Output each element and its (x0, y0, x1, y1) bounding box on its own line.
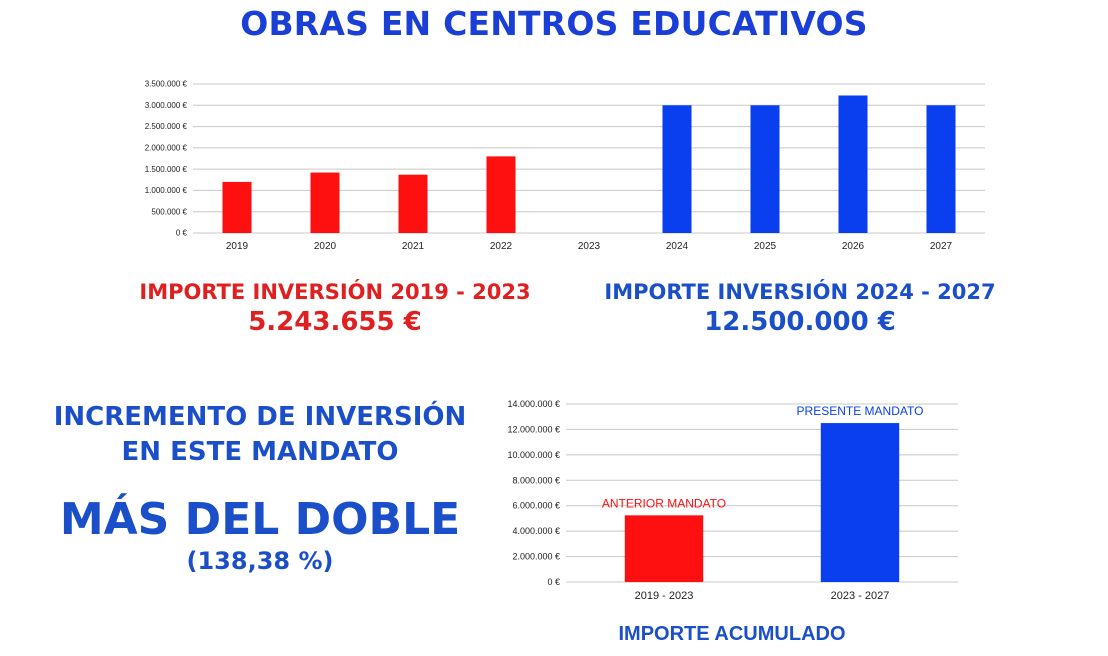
y-tick-label: 4.000.000 € (512, 526, 560, 536)
summary-right-label: IMPORTE INVERSIÓN 2024 - 2027 (604, 280, 996, 304)
increment-line1: INCREMENTO DE INVERSIÓN (53, 402, 467, 432)
x-tick-label: 2025 (754, 241, 777, 252)
increment-headline: MÁS DEL DOBLE (59, 494, 461, 545)
y-tick-label: 14.000.000 € (507, 399, 560, 409)
y-tick-label: 3.500.000 € (145, 80, 188, 89)
increment-line2: EN ESTE MANDATO (121, 437, 399, 467)
y-tick-label: 2.000.000 € (512, 552, 560, 562)
bar (398, 174, 428, 233)
bar (820, 423, 900, 582)
annual-investment-chart: 0 € 500.000 € 1.000.000 € 1.500.000 € 2.000.… (145, 80, 985, 252)
y-tick-label: 2.500.000 € (145, 122, 188, 131)
bar (486, 156, 516, 233)
x-tick-label: 2023 - 2027 (831, 590, 890, 602)
x-tick-label: 2022 (490, 241, 513, 252)
bar (838, 95, 868, 233)
y-tick-label: 8.000.000 € (512, 475, 560, 485)
bar (926, 105, 956, 233)
bar (750, 105, 780, 233)
summary-right-amount: 12.500.000 € (704, 307, 896, 337)
page-title: OBRAS EN CENTROS EDUCATIVOS (240, 4, 868, 43)
bar (310, 172, 340, 233)
y-tick-label: 1.500.000 € (145, 165, 188, 174)
y-tick-label: 12.000.000 € (507, 424, 560, 434)
y-tick-label: 2.000.000 € (145, 144, 188, 153)
x-tick-label: 2020 (314, 241, 337, 252)
x-tick-label: 2019 (226, 241, 249, 252)
y-tick-label: 500.000 € (151, 207, 187, 216)
summary-left-amount: 5.243.655 € (248, 307, 422, 337)
chart-title-cumulative: IMPORTE ACUMULADO (618, 623, 845, 645)
x-tick-label: 2024 (666, 241, 689, 252)
x-tick-label: 2019 - 2023 (635, 590, 694, 602)
bar (222, 181, 252, 233)
y-tick-label: 0 € (547, 577, 560, 587)
x-tick-label: 2027 (930, 241, 953, 252)
summary-left-label: IMPORTE INVERSIÓN 2019 - 2023 (139, 280, 531, 304)
data-label: PRESENTE MANDATO (797, 404, 924, 418)
y-tick-label: 3.000.000 € (145, 101, 188, 110)
x-tick-label: 2021 (402, 241, 425, 252)
y-tick-label: 1.000.000 € (145, 186, 188, 195)
data-label: ANTERIOR MANDATO (602, 496, 726, 510)
y-tick-label: 10.000.000 € (507, 450, 560, 460)
y-tick-label: 6.000.000 € (512, 501, 560, 511)
bar (662, 105, 692, 233)
increment-percent: (138,38 %) (186, 547, 334, 575)
x-tick-label: 2026 (842, 241, 865, 252)
y-tick-label: 0 € (176, 229, 188, 238)
bar (624, 515, 704, 582)
x-tick-label: 2023 (578, 241, 601, 252)
